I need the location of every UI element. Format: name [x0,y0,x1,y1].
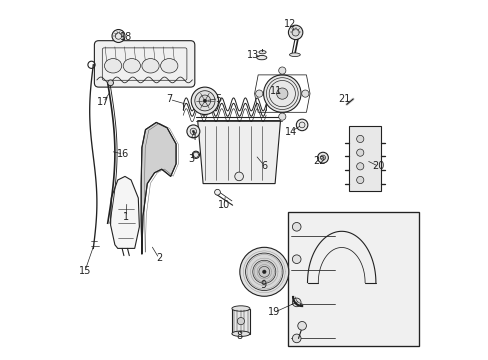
Circle shape [292,255,301,264]
Text: 8: 8 [236,330,243,341]
Circle shape [245,253,283,291]
Circle shape [239,247,288,296]
Ellipse shape [289,53,300,57]
Text: 6: 6 [261,161,267,171]
Text: 16: 16 [117,149,129,159]
Ellipse shape [160,59,178,73]
Circle shape [291,29,299,36]
Text: 22: 22 [312,156,325,166]
Circle shape [292,334,301,343]
Text: 14: 14 [284,127,296,137]
Text: 19: 19 [267,307,280,318]
Circle shape [234,172,243,181]
Polygon shape [348,126,381,191]
Circle shape [292,298,301,307]
Circle shape [297,321,306,330]
Circle shape [258,266,269,277]
Circle shape [317,152,328,163]
Polygon shape [110,176,139,248]
Circle shape [190,128,196,135]
Text: 7: 7 [166,94,172,104]
Circle shape [186,125,200,138]
Circle shape [356,135,363,143]
Circle shape [255,90,263,97]
Circle shape [199,95,210,107]
Ellipse shape [256,55,266,60]
Circle shape [356,163,363,170]
Circle shape [320,155,325,160]
Text: 17: 17 [97,97,109,107]
Ellipse shape [231,331,249,336]
Ellipse shape [231,306,249,311]
Text: 20: 20 [371,161,384,171]
Text: 12: 12 [284,19,296,29]
Circle shape [112,30,125,42]
Ellipse shape [104,59,122,73]
Circle shape [252,260,275,283]
Circle shape [278,113,285,120]
Circle shape [301,90,308,97]
Circle shape [356,176,363,184]
Text: 4: 4 [190,132,196,142]
Circle shape [288,25,302,40]
Polygon shape [231,309,249,334]
Text: 1: 1 [123,212,129,222]
Ellipse shape [142,59,159,73]
Circle shape [292,222,301,231]
Text: 9: 9 [260,280,266,290]
Circle shape [296,119,307,131]
Ellipse shape [258,50,265,54]
Circle shape [191,87,218,114]
Circle shape [203,99,206,103]
Circle shape [237,318,244,325]
Circle shape [356,149,363,156]
Circle shape [192,151,199,158]
Text: 11: 11 [269,86,282,96]
Polygon shape [197,121,280,184]
Text: 10: 10 [218,200,230,210]
Circle shape [278,67,285,74]
Circle shape [276,88,287,99]
Circle shape [299,122,305,128]
Text: 2: 2 [156,253,162,264]
Text: 15: 15 [79,266,91,276]
Text: 13: 13 [247,50,259,60]
Text: 3: 3 [188,154,194,164]
Circle shape [192,130,194,132]
Ellipse shape [123,59,140,73]
FancyBboxPatch shape [94,41,194,87]
Circle shape [262,270,265,274]
Text: 18: 18 [120,32,132,42]
Text: 21: 21 [338,94,350,104]
Circle shape [194,91,215,111]
FancyBboxPatch shape [287,212,418,346]
Polygon shape [141,122,176,254]
Circle shape [263,75,301,112]
Circle shape [107,80,113,86]
Text: 5: 5 [215,94,221,104]
Circle shape [214,189,220,195]
